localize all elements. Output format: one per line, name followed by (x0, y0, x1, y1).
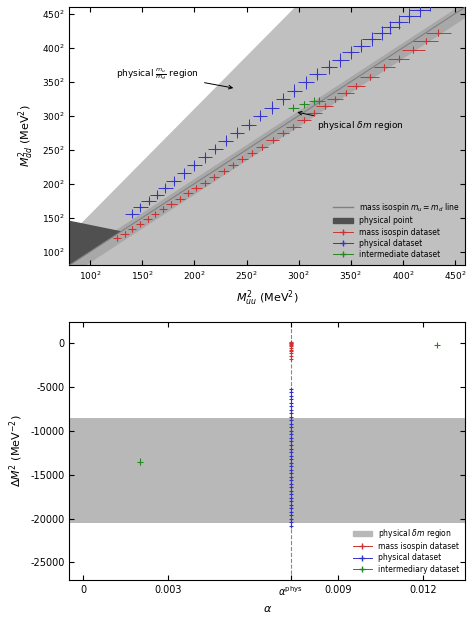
Polygon shape (69, 7, 465, 265)
Text: physical $\frac{m_u}{m_d}$ region: physical $\frac{m_u}{m_d}$ region (116, 66, 232, 89)
X-axis label: $\alpha$: $\alpha$ (263, 604, 272, 614)
X-axis label: $M^2_{uu}$ (MeV$^2$): $M^2_{uu}$ (MeV$^2$) (236, 288, 299, 307)
Bar (69, 418, 465, 523)
Text: physical $\delta m$ region: physical $\delta m$ region (298, 111, 404, 132)
Polygon shape (69, 220, 121, 265)
Y-axis label: $M^2_{dd}$ (MeV$^2$): $M^2_{dd}$ (MeV$^2$) (17, 105, 36, 167)
Legend: mass isospin $m_u = m_d$ line, physical point, mass isospin dataset, physical da: mass isospin $m_u = m_d$ line, physical … (331, 199, 462, 261)
Y-axis label: $\Delta M^2$ (MeV$^{-2}$): $\Delta M^2$ (MeV$^{-2}$) (7, 414, 25, 487)
Legend: physical $\delta m$ region, mass isospin dataset, physical dataset, intermediary: physical $\delta m$ region, mass isospin… (351, 525, 462, 576)
